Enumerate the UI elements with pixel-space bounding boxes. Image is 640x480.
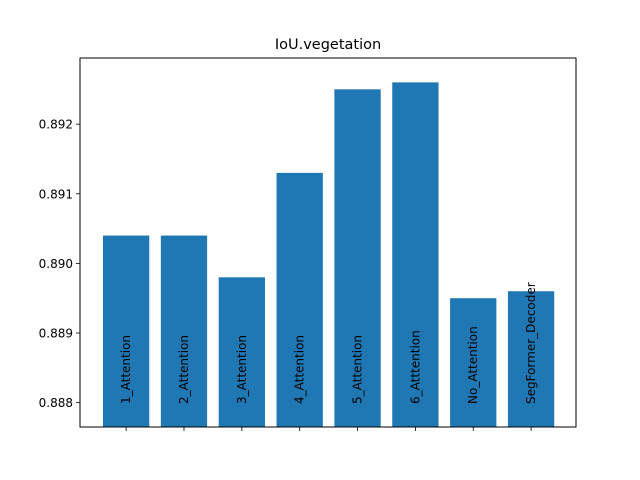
y-tick-label: 0.888 bbox=[39, 396, 73, 410]
bar-6-atttention bbox=[392, 82, 439, 428]
bars-group bbox=[103, 82, 555, 428]
x-axis bbox=[125, 427, 532, 431]
category-label: 3_Attention bbox=[235, 335, 249, 404]
bar-4-attention bbox=[276, 172, 323, 427]
bar-3-attention bbox=[218, 277, 265, 427]
category-label: 5_Attention bbox=[351, 335, 365, 404]
bar-labels-group: 1_Attention 2_Attention 3_Attention 4_Atten… bbox=[119, 282, 538, 404]
bar-no-attention bbox=[450, 298, 497, 427]
category-label: 2_Attention bbox=[177, 335, 191, 404]
y-axis: 0.888 0.889 0.890 0.891 0.892 bbox=[39, 118, 80, 410]
category-label: 6_Atttention bbox=[408, 330, 422, 404]
y-tick-label: 0.892 bbox=[39, 118, 73, 132]
category-label: No_Attention bbox=[466, 326, 480, 404]
y-tick-label: 0.889 bbox=[39, 327, 73, 341]
y-tick-label: 0.891 bbox=[39, 187, 73, 201]
category-label: SegFormer_Decoder bbox=[524, 282, 538, 404]
category-label: 1_Attention bbox=[119, 335, 133, 404]
category-label: 4_Attention bbox=[293, 335, 307, 404]
bar-5-attention bbox=[334, 89, 381, 427]
y-tick-label: 0.890 bbox=[39, 257, 73, 271]
plot-frame bbox=[79, 57, 577, 428]
bar-segformer-decoder bbox=[507, 291, 555, 427]
bar-2-attention bbox=[160, 235, 208, 427]
chart-title: IoU.vegetation bbox=[275, 37, 381, 53]
bar-1-attention bbox=[103, 235, 150, 427]
